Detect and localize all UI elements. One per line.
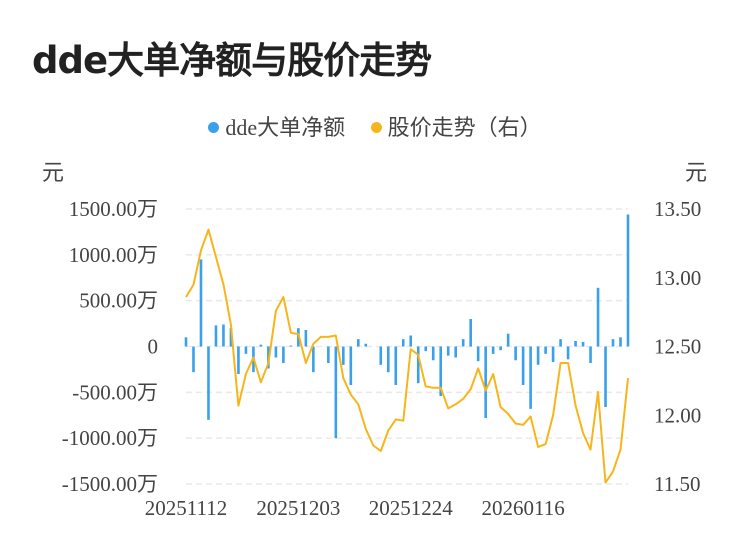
legend-label-dde: dde大单净额 — [225, 115, 346, 140]
bar — [536, 346, 540, 365]
x-tick-label: 20251203 — [256, 496, 340, 520]
left-tick-label: 1500.00万 — [69, 197, 158, 221]
bar — [469, 319, 472, 347]
bar — [312, 346, 315, 373]
right-axis-unit: 元 — [685, 160, 708, 185]
legend-label-price: 股价走势（右） — [387, 115, 542, 140]
bar — [357, 339, 360, 347]
bar — [446, 346, 450, 356]
x-tick-label: 20251224 — [369, 496, 454, 520]
bar — [282, 346, 285, 363]
bar — [514, 346, 517, 361]
bar — [574, 341, 577, 347]
bar — [192, 346, 195, 373]
bar — [199, 259, 203, 347]
bar — [229, 328, 233, 347]
bar — [379, 346, 383, 365]
bar — [289, 345, 293, 347]
x-tick-label: 20260116 — [482, 496, 565, 520]
bar — [237, 346, 240, 374]
bar — [521, 346, 525, 385]
bar — [244, 346, 248, 354]
right-tick-label: 11.50 — [654, 472, 700, 496]
x-tick-label: 20251112 — [145, 496, 227, 520]
left-tick-label: 1000.00万 — [69, 243, 158, 267]
bar — [431, 346, 435, 361]
bar — [409, 335, 413, 347]
bar — [424, 346, 428, 352]
bar — [222, 324, 225, 347]
bar — [491, 346, 495, 354]
bar — [327, 346, 330, 363]
left-tick-label: -500.00万 — [72, 380, 158, 404]
bar — [529, 346, 532, 409]
bar — [581, 341, 585, 347]
bar — [401, 339, 405, 347]
bar — [439, 346, 443, 396]
right-tick-label: 12.00 — [654, 403, 701, 427]
bar — [386, 346, 390, 373]
bar — [566, 346, 570, 360]
legend-item-price[interactable]: 股价走势（右） — [370, 110, 542, 142]
right-tick-label: 12.50 — [654, 335, 701, 359]
bar — [349, 346, 353, 385]
chart-title: dde大单净额与股价走势 — [32, 39, 432, 82]
bar — [551, 346, 555, 363]
bar — [214, 325, 218, 347]
bar — [364, 343, 368, 347]
bar — [506, 333, 510, 347]
left-tick-label: 0 — [148, 335, 159, 359]
bar — [274, 346, 278, 358]
price-line — [185, 228, 629, 484]
bar — [596, 287, 600, 347]
legend-dot-dde — [208, 122, 220, 133]
bar — [334, 346, 338, 439]
bar — [589, 346, 592, 363]
bar — [394, 346, 398, 385]
right-tick-label: 13.50 — [654, 197, 701, 221]
legend-item-dde[interactable]: dde大单净额 — [208, 110, 345, 142]
bar — [342, 346, 345, 365]
left-tick-label: -1000.00万 — [62, 426, 158, 450]
left-tick-label: 500.00万 — [79, 289, 158, 313]
bar — [304, 330, 308, 347]
bar — [499, 346, 502, 351]
bar — [259, 344, 263, 347]
bar — [544, 346, 547, 354]
bar — [461, 339, 465, 347]
legend-dot-price — [370, 122, 382, 133]
bar — [611, 339, 615, 347]
bar — [454, 346, 457, 358]
bar — [559, 339, 562, 347]
left-axis-unit: 元 — [42, 160, 65, 185]
legend: dde大单净额 股价走势（右） — [0, 110, 750, 142]
bar — [619, 337, 622, 347]
bar — [484, 346, 487, 418]
bar — [626, 214, 630, 347]
bar — [184, 337, 188, 347]
bar — [476, 346, 480, 362]
bar — [416, 346, 420, 384]
left-tick-label: -1500.00万 — [62, 472, 158, 496]
right-tick-label: 13.00 — [654, 266, 701, 290]
bar — [207, 346, 210, 420]
bar — [604, 346, 607, 407]
